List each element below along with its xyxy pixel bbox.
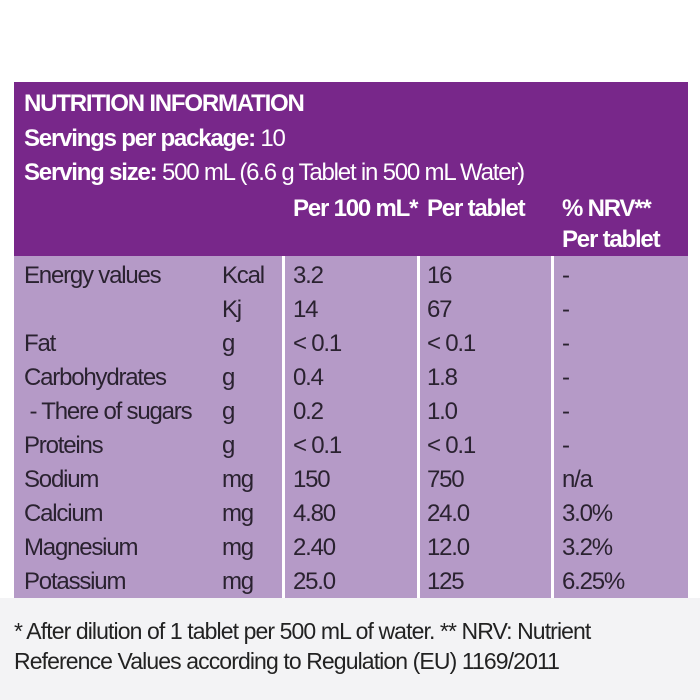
column-divider [551, 256, 554, 598]
value-per-tablet: 12.0 [427, 534, 470, 561]
serving-size-line: Serving size: 500 mL (6.6 g Tablet in 50… [24, 159, 525, 187]
unit: g [222, 330, 235, 357]
unit: Kcal [222, 262, 265, 289]
nutrition-table: NUTRITION INFORMATION Servings per packa… [14, 82, 688, 598]
value-per-tablet: 24.0 [427, 500, 470, 527]
unit: mg [222, 534, 254, 561]
value-nrv: - [562, 296, 570, 323]
footnote-line: * After dilution of 1 tablet per 500 mL … [14, 618, 591, 644]
nutrient-name: Magnesium [24, 534, 138, 561]
value-nrv: - [562, 432, 570, 459]
unit: Kj [222, 296, 242, 323]
nutrient-name: Potassium [24, 568, 126, 595]
unit: mg [222, 568, 254, 595]
unit: mg [222, 466, 254, 493]
nutrient-name: - There of sugars [24, 398, 192, 425]
column-divider [417, 256, 420, 598]
table-header: NUTRITION INFORMATION Servings per packa… [14, 82, 688, 256]
serving-size-label: Serving size: [24, 159, 158, 186]
value-nrv: n/a [562, 466, 593, 493]
unit: g [222, 432, 235, 459]
serving-size-value: 500 mL (6.6 g Tablet in 500 mL Water) [161, 159, 525, 186]
servings-line: Servings per package: 10 [24, 125, 286, 153]
footnote-area: * After dilution of 1 tablet per 500 mL … [0, 598, 700, 700]
table-title: NUTRITION INFORMATION [24, 90, 305, 117]
unit: g [222, 364, 235, 391]
value-per-tablet: 67 [427, 296, 453, 323]
nutrient-name: Proteins [24, 432, 104, 459]
nutrient-name: Energy values [24, 262, 162, 289]
value-nrv: - [562, 364, 570, 391]
value-nrv: 3.0% [562, 500, 613, 527]
value-per-tablet: 1.8 [427, 364, 458, 391]
value-nrv: - [562, 262, 570, 289]
servings-value: 10 [260, 125, 286, 152]
value-per-tablet: 125 [427, 568, 465, 595]
value-nrv: - [562, 398, 570, 425]
value-per-100ml: < 0.1 [293, 330, 342, 357]
value-per-100ml: 14 [293, 296, 319, 323]
value-nrv: 6.25% [562, 568, 625, 595]
value-per-100ml: 25.0 [293, 568, 336, 595]
value-per-100ml: 0.2 [293, 398, 324, 425]
value-per-tablet: 16 [427, 262, 453, 289]
value-per-100ml: 150 [293, 466, 331, 493]
value-per-100ml: 0.4 [293, 364, 324, 391]
value-per-tablet: 750 [427, 466, 465, 493]
nutrient-name: Calcium [24, 500, 104, 527]
value-nrv: 3.2% [562, 534, 613, 561]
value-per-tablet: < 0.1 [427, 432, 476, 459]
value-nrv: - [562, 330, 570, 357]
servings-label: Servings per package: [24, 125, 256, 152]
column-header-per-tablet: Per tablet [427, 195, 526, 222]
column-divider [282, 256, 285, 598]
value-per-100ml: < 0.1 [293, 432, 342, 459]
value-per-tablet: < 0.1 [427, 330, 476, 357]
column-header-nrv-per-tablet: Per tablet [562, 226, 661, 253]
unit: mg [222, 500, 254, 527]
column-header-nrv: % NRV** [562, 195, 652, 222]
column-header-per-100ml: Per 100 mL* [293, 195, 418, 222]
nutrient-name: Sodium [24, 466, 99, 493]
value-per-100ml: 4.80 [293, 500, 336, 527]
nutrient-name: Carbohydrates [24, 364, 167, 391]
value-per-100ml: 3.2 [293, 262, 324, 289]
footnote-line: Reference Values according to Regulation… [14, 648, 560, 674]
nutrient-name: Fat [24, 330, 56, 357]
value-per-100ml: 2.40 [293, 534, 336, 561]
unit: g [222, 398, 235, 425]
value-per-tablet: 1.0 [427, 398, 458, 425]
